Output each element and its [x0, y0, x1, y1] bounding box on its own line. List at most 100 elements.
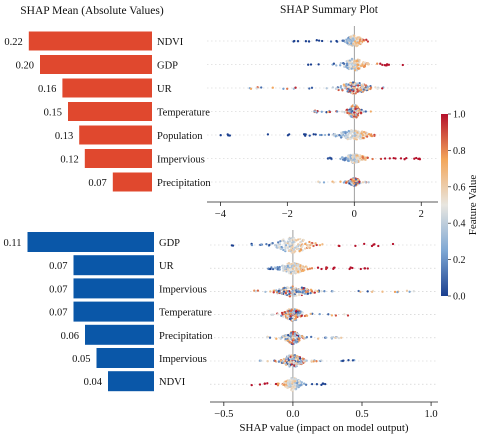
- bottom-point-2-148: [288, 292, 291, 296]
- bottom-point-6-84: [288, 383, 291, 386]
- top-point-0-60: [320, 39, 324, 43]
- bottom-point-6-107: [289, 385, 292, 388]
- bottom-point-3-106: [280, 311, 284, 315]
- bottom-point-0-147: [283, 242, 286, 245]
- bottom-point-2-127: [301, 291, 304, 294]
- top-point-1-81: [387, 63, 391, 66]
- bottom-point-4-114: [293, 334, 297, 337]
- top-point-2-49: [350, 91, 354, 95]
- top-point-1-140: [350, 67, 353, 70]
- bottom-point-2-130: [302, 289, 306, 293]
- top-point-2-95: [362, 83, 365, 86]
- bottom-point-3-76: [343, 313, 346, 316]
- top-point-4-115: [361, 130, 364, 133]
- bottom-point-2-129: [299, 290, 302, 294]
- top-point-2-143: [346, 84, 349, 87]
- top-point-0-142: [352, 42, 355, 46]
- bottom-point-6-102: [289, 378, 293, 382]
- top-bar-label-2: UR: [157, 84, 172, 95]
- bottom-point-6-139: [302, 382, 306, 385]
- top-point-1-129: [355, 69, 359, 72]
- bottom-point-2-88: [275, 289, 278, 292]
- bottom-point-3-140: [292, 311, 296, 314]
- top-bar-label-6: Precipitation: [157, 178, 211, 189]
- bottom-point-0-88: [265, 242, 268, 246]
- top-bar-3: [68, 102, 152, 121]
- bottom-point-4-141: [284, 334, 288, 337]
- bottom-point-1-145: [294, 271, 298, 274]
- top-point-4-149: [344, 134, 348, 137]
- bottom-x-tick-label-1: 0.0: [286, 409, 299, 420]
- top-point-5-52: [403, 158, 406, 161]
- bottom-point-1-124: [289, 268, 292, 272]
- top-point-2-147: [353, 83, 356, 86]
- bottom-bar-4: [85, 324, 154, 345]
- bottom-point-6-121: [294, 383, 297, 386]
- bottom-point-4-139: [292, 341, 296, 344]
- bottom-x-tick-label-0: −0.5: [214, 409, 233, 420]
- top-point-5-2: [383, 157, 387, 160]
- top-point-4-148: [359, 135, 362, 138]
- bottom-point-0-123: [284, 248, 287, 251]
- bottom-point-2-97: [280, 292, 283, 295]
- top-point-4-127: [356, 131, 359, 134]
- top-point-4-120: [362, 130, 366, 134]
- bottom-point-2-63: [320, 290, 323, 293]
- bottom-point-0-19: [288, 245, 291, 248]
- top-point-1-118: [362, 65, 366, 69]
- bottom-point-6-127: [263, 382, 266, 385]
- bottom-point-5-146: [303, 359, 306, 362]
- top-x-tick-label-2: 0: [352, 209, 357, 220]
- top-point-2-137: [351, 88, 354, 91]
- top-point-2-109: [349, 82, 352, 85]
- bottom-point-4-134: [335, 335, 339, 339]
- top-bar-value-1: 0.20: [16, 61, 34, 72]
- top-point-1-119: [381, 63, 384, 67]
- bottom-point-6-79: [321, 382, 324, 385]
- top-point-6-133: [344, 181, 348, 184]
- bottom-point-6-131: [287, 379, 290, 383]
- top-point-4-38: [355, 138, 358, 141]
- bottom-point-0-133: [321, 243, 324, 246]
- colorbar-label: Feature Value: [467, 175, 479, 236]
- top-point-0-97: [329, 40, 333, 43]
- bottom-point-6-147: [297, 379, 301, 383]
- top-point-2-114: [255, 87, 258, 90]
- top-point-5-140: [340, 156, 344, 159]
- bottom-bar-label-6: NDVI: [159, 377, 186, 388]
- top-bar-1: [40, 55, 152, 74]
- top-point-4-119: [354, 136, 357, 139]
- bottom-point-6-67: [310, 382, 314, 386]
- bottom-point-0-138: [283, 240, 286, 243]
- top-point-0-140: [366, 40, 370, 43]
- bottom-point-6-129: [296, 382, 299, 385]
- top-point-1-41: [354, 69, 357, 72]
- bottom-point-0-98: [231, 244, 235, 247]
- bottom-point-6-88: [282, 381, 286, 384]
- bottom-point-6-134: [300, 383, 303, 386]
- top-point-1-144: [356, 63, 359, 66]
- bottom-point-1-134: [294, 269, 297, 272]
- bottom-point-1-95: [292, 269, 295, 272]
- top-point-0-145: [342, 39, 345, 42]
- top-point-4-111: [361, 134, 365, 137]
- bottom-point-2-40: [310, 290, 314, 293]
- top-point-1-147: [351, 63, 355, 67]
- bottom-point-1-132: [274, 267, 278, 270]
- top-point-4-134: [362, 136, 365, 140]
- bottom-point-4-104: [275, 337, 278, 340]
- bottom-point-3-129: [309, 312, 312, 316]
- top-point-2-131: [346, 90, 349, 93]
- bottom-point-0-120: [294, 250, 297, 253]
- bottom-point-0-85: [297, 238, 300, 241]
- bottom-point-6-98: [297, 385, 301, 388]
- top-point-5-133: [358, 156, 361, 159]
- bottom-point-2-35: [264, 290, 267, 294]
- bottom-point-0-145: [338, 244, 341, 248]
- top-point-0-141: [354, 43, 357, 47]
- top-point-3-140: [340, 110, 344, 113]
- top-point-3-110: [359, 111, 363, 114]
- bottom-point-1-74: [363, 267, 366, 270]
- top-point-4-56: [312, 133, 315, 136]
- bottom-point-1-147: [288, 264, 292, 268]
